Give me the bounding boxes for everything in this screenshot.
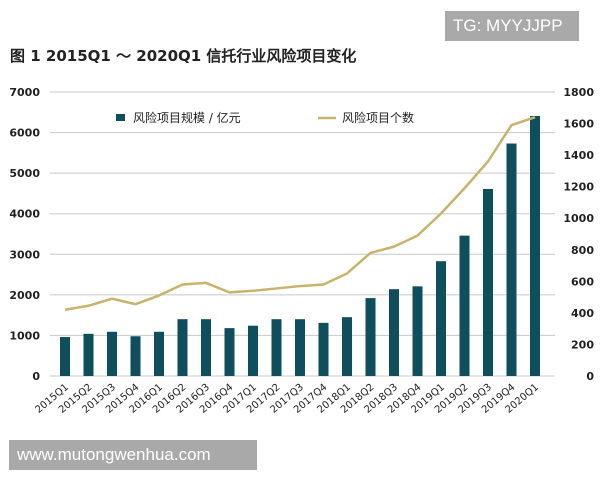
left-axis-tick-label: 3000 (9, 248, 40, 261)
bar-2019Q4 (506, 143, 517, 376)
bar-2016Q4 (224, 328, 235, 376)
left-axis-tick-label: 5000 (9, 167, 40, 180)
bar-2017Q3 (295, 319, 305, 376)
bar-2018Q4 (412, 286, 423, 376)
bar-2017Q4 (318, 322, 329, 376)
bar-2016Q1 (154, 331, 164, 376)
right-axis-tick-label: 200 (571, 338, 594, 351)
bar-2015Q3 (107, 331, 117, 376)
right-axis-tick-label: 1800 (563, 86, 594, 99)
right-axis-tick-label: 600 (571, 275, 594, 288)
legend-bar-swatch (116, 114, 125, 121)
left-axis-tick-label: 2000 (9, 289, 40, 302)
bar-2015Q4 (130, 336, 141, 376)
left-axis-tick-label: 6000 (9, 127, 40, 140)
right-axis-tick-label: 1200 (563, 181, 594, 194)
bar-2015Q2 (83, 333, 94, 376)
legend-bar-label: 风险项目规模 / 亿元 (133, 110, 241, 125)
bar-2018Q3 (389, 289, 399, 376)
bar-2018Q2 (365, 298, 376, 376)
left-axis-tick-label: 0 (32, 370, 40, 383)
bar-2016Q3 (201, 319, 211, 376)
right-axis-tick-label: 800 (571, 244, 594, 257)
watermark-top: TG: MYYJJPP (445, 11, 579, 41)
bar-2017Q2 (271, 319, 282, 376)
legend-line-label: 风险项目个数 (342, 110, 414, 125)
right-axis-tick-label: 0 (586, 370, 594, 383)
left-axis-tick-label: 4000 (9, 208, 40, 221)
watermark-bottom: www.mutongwenhua.com (9, 440, 257, 470)
left-axis-tick-label: 7000 (9, 86, 40, 99)
bar-2020Q1 (530, 115, 540, 377)
left-axis-tick-label: 1000 (9, 329, 40, 342)
chart-title: 图 1 2015Q1 ～ 2020Q1 信托行业风险项目变化 (10, 47, 357, 65)
bar-2019Q2 (459, 235, 470, 376)
bar-2016Q2 (177, 319, 188, 376)
bar-2017Q1 (248, 325, 258, 376)
right-axis-tick-label: 1600 (563, 118, 594, 131)
right-axis-tick-label: 1400 (563, 149, 594, 162)
bar-2015Q1 (60, 337, 70, 376)
right-axis-tick-label: 400 (571, 307, 594, 320)
bar-2019Q1 (436, 261, 446, 376)
right-axis-tick-label: 1000 (563, 212, 594, 225)
bar-2018Q1 (342, 317, 352, 376)
bar-2019Q3 (483, 188, 493, 376)
